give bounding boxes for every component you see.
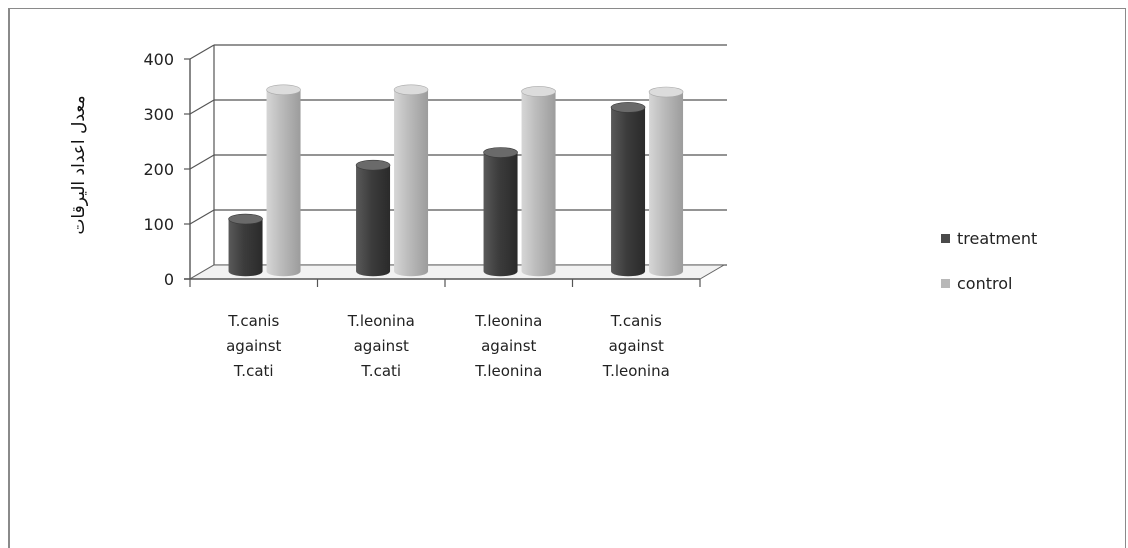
y-axis-title: معدل اعداد اليرقات: [69, 95, 89, 234]
bar-top-treatment-0: [228, 213, 263, 225]
chart-frame: [8, 8, 1126, 548]
legend-label-control: control: [957, 274, 1012, 293]
bar-control-0: [266, 89, 301, 277]
x-category-label: T.canis against T.leonina: [602, 312, 670, 380]
bars: [228, 84, 684, 277]
y-tick-label: 300: [143, 105, 174, 124]
x-category-label: T.leonina against T.cati: [347, 312, 415, 380]
bar-treatment-3: [611, 107, 646, 277]
bar-treatment-1: [356, 165, 391, 277]
gridline-depth: [189, 154, 215, 170]
y-tick-label: 100: [143, 215, 174, 234]
y-tick-label: 400: [143, 50, 174, 69]
bar-top-control-0: [266, 84, 301, 96]
gridline-depth: [189, 99, 215, 115]
y-tick-label: 0: [164, 270, 174, 289]
bar-top-treatment-2: [483, 147, 518, 158]
bar-top-treatment-1: [355, 159, 391, 171]
bar-top-control-2: [521, 86, 556, 97]
bar-top-treatment-3: [610, 102, 646, 113]
x-category-labels: T.canis against T.cati T.leonina against T.ca…: [226, 312, 670, 380]
bar-top-control-1: [393, 84, 429, 96]
bar-control-1: [394, 89, 429, 277]
legend-swatch-treatment: [941, 234, 950, 243]
bar-treatment-0: [228, 219, 263, 277]
x-category-label: T.leonina against T.leonina: [474, 312, 542, 380]
bar-top-control-3: [648, 86, 684, 98]
y-tick-labels: 0 100 200 300 400: [143, 50, 174, 289]
bar-control-2: [521, 91, 556, 277]
axes: [184, 45, 726, 287]
legend-swatch-control: [941, 279, 950, 288]
bar-control-3: [649, 92, 684, 277]
x-category-label: T.canis against T.cati: [226, 312, 281, 380]
bar-treatment-2: [483, 152, 518, 277]
gridline-depth: [189, 209, 215, 225]
legend: treatment control: [941, 229, 1037, 293]
legend-label-treatment: treatment: [957, 229, 1037, 248]
gridline-depth: [189, 44, 215, 60]
y-tick-label: 200: [143, 160, 174, 179]
